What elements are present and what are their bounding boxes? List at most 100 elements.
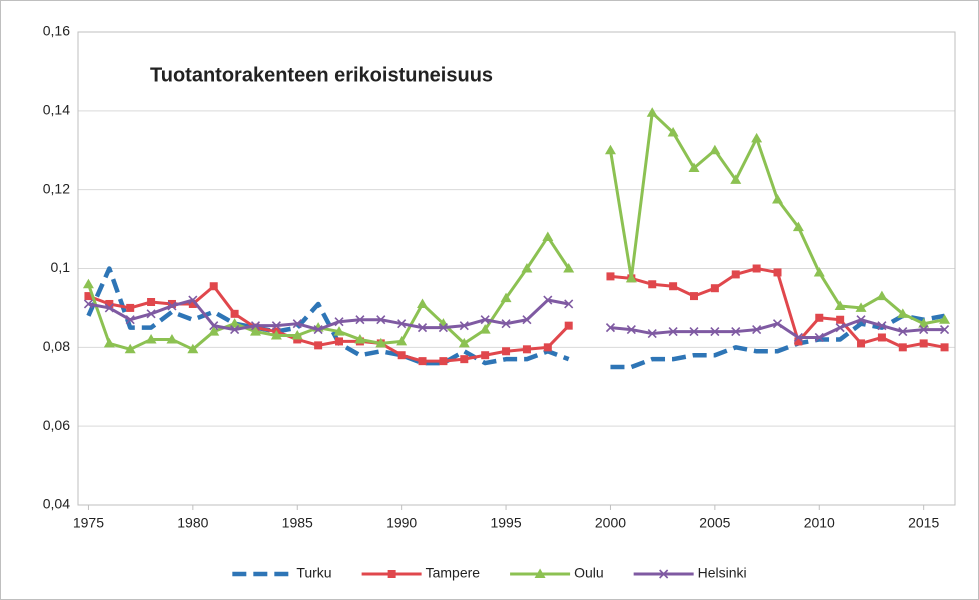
legend-item: Oulu <box>510 565 604 581</box>
marker <box>459 321 469 331</box>
marker <box>564 299 574 309</box>
x-tick-label: 1990 <box>386 515 417 531</box>
marker <box>314 341 323 350</box>
marker <box>751 132 763 143</box>
marker <box>439 357 448 366</box>
x-tick-label: 1985 <box>282 515 313 531</box>
marker <box>188 295 198 305</box>
plot <box>82 107 951 370</box>
marker <box>646 107 658 117</box>
marker <box>522 345 531 354</box>
marker <box>229 318 241 328</box>
marker <box>730 174 742 184</box>
marker <box>834 300 846 310</box>
y-tick-label: 0,16 <box>43 23 70 39</box>
marker <box>667 127 679 137</box>
marker <box>522 315 532 325</box>
marker <box>793 332 803 343</box>
x-tick-label: 1975 <box>73 515 104 531</box>
marker <box>876 290 888 301</box>
marker <box>167 301 177 311</box>
y-tick-label: 0,04 <box>43 496 70 512</box>
marker <box>626 325 636 335</box>
marker <box>543 295 553 305</box>
marker <box>292 319 302 329</box>
x-tick-label: 2005 <box>699 515 730 531</box>
marker <box>501 319 511 329</box>
marker <box>939 314 951 324</box>
marker <box>710 327 720 337</box>
marker <box>625 272 637 283</box>
marker <box>249 326 261 336</box>
marker <box>647 328 657 339</box>
marker <box>438 323 448 333</box>
marker <box>250 321 261 331</box>
marker <box>836 315 845 324</box>
marker <box>939 325 950 335</box>
marker <box>604 144 616 155</box>
marker <box>313 325 323 335</box>
marker <box>648 280 657 289</box>
marker <box>397 319 407 329</box>
marker <box>689 292 698 301</box>
x-tick-label: 1980 <box>177 515 208 531</box>
marker <box>83 299 94 309</box>
x-tick-label: 1995 <box>490 515 521 531</box>
marker <box>460 355 469 364</box>
marker <box>689 327 699 337</box>
marker <box>126 303 135 312</box>
marker <box>919 325 929 335</box>
marker <box>418 357 427 366</box>
legend: Turku Tampere Oulu Helsinki <box>232 565 747 581</box>
marker <box>773 268 782 277</box>
marker <box>919 339 928 348</box>
marker <box>813 266 825 277</box>
marker <box>814 332 824 343</box>
plot-frame <box>77 31 956 506</box>
marker <box>669 282 678 291</box>
marker <box>334 317 344 327</box>
marker <box>688 162 700 172</box>
marker <box>396 335 408 346</box>
marker <box>387 570 396 578</box>
marker <box>125 315 135 325</box>
marker <box>208 326 220 336</box>
marker <box>209 282 218 291</box>
marker <box>752 264 761 273</box>
marker <box>82 278 94 289</box>
legend-label: Oulu <box>574 565 604 581</box>
x-tick-label: 2000 <box>595 515 626 531</box>
y-tick-label: 0,12 <box>43 180 70 196</box>
marker <box>772 194 784 204</box>
legend-item: Tampere <box>361 565 481 581</box>
marker <box>898 343 907 352</box>
legend-label: Tampere <box>426 565 481 581</box>
marker <box>752 325 762 335</box>
marker <box>417 298 429 308</box>
marker <box>187 343 199 354</box>
marker <box>877 333 886 342</box>
marker <box>710 284 719 293</box>
marker <box>147 298 156 307</box>
marker <box>563 263 575 273</box>
marker <box>564 321 573 330</box>
marker <box>918 318 930 328</box>
marker <box>376 315 386 325</box>
marker <box>659 569 669 579</box>
marker <box>375 337 387 348</box>
marker <box>166 333 178 344</box>
marker <box>188 299 197 308</box>
marker <box>542 231 554 241</box>
marker <box>124 343 136 354</box>
marker <box>731 327 741 337</box>
legend-label: Helsinki <box>698 565 747 581</box>
x-tick-label: 2015 <box>908 515 939 531</box>
marker <box>270 330 282 340</box>
x-tick-label: 2010 <box>804 515 835 531</box>
chart-title: Tuotantorakenteen erikoistuneisuus <box>150 64 493 86</box>
y-tick-label: 0,1 <box>51 259 71 275</box>
marker <box>709 144 721 155</box>
marker <box>898 327 908 337</box>
